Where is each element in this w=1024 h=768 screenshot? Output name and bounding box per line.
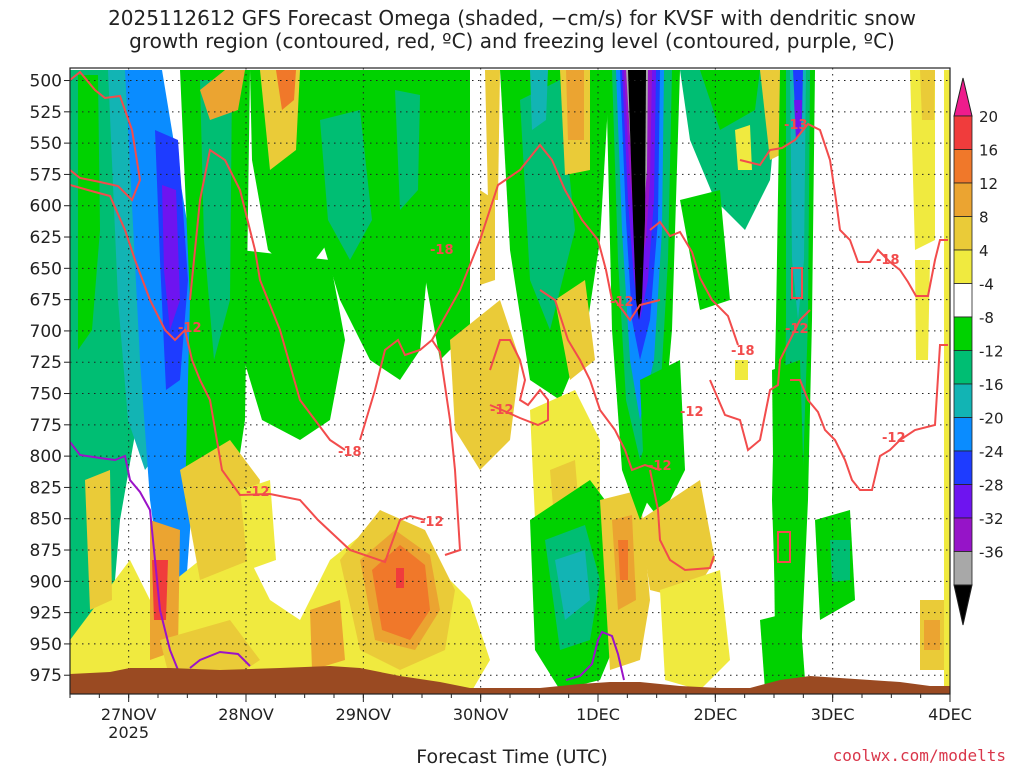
y-tick-label-625: 625 [30, 228, 62, 248]
colorbar-bin [953, 350, 973, 385]
label-m18-c: -18 [731, 344, 755, 359]
credit-link[interactable]: coolwx.com/modelts [832, 746, 1006, 765]
x-tick-label-28NOV: 28NOV [218, 705, 274, 724]
colorbar-bin [953, 417, 973, 452]
y-tick-label-825: 825 [30, 478, 62, 498]
colorbar-label-12: 12 [979, 175, 998, 193]
y-tick-label-650: 650 [30, 259, 62, 279]
colorbar-label--8: -8 [979, 309, 994, 327]
label-m12-c: -12 [420, 515, 444, 530]
x-tick-label-27NOV: 27NOV [101, 705, 157, 724]
colorbar-bin [953, 249, 973, 284]
y-tick-label-925: 925 [30, 604, 62, 624]
label-m18-d: -18 [876, 253, 900, 268]
colorbar-label--20: -20 [979, 410, 1004, 428]
colorbar-label--36: -36 [979, 544, 1004, 562]
y-tick-label-800: 800 [30, 447, 62, 467]
freezing-level-contours [70, 441, 625, 681]
colorbar-bin [953, 216, 973, 251]
y-tick-label-750: 750 [30, 385, 62, 405]
label-m18-a: -18 [338, 445, 362, 460]
colorbar-bin [953, 383, 973, 418]
colorbar-label--28: -28 [979, 477, 1004, 495]
chart-title-line1: 2025112612 GFS Forecast Omega (shaded, −… [108, 6, 916, 30]
colorbar-label-4: 4 [979, 242, 989, 260]
y-tick-label-500: 500 [30, 72, 62, 92]
y-tick-label-975: 975 [30, 666, 62, 686]
y-tick-label-900: 900 [30, 572, 62, 592]
label-m18-b: -18 [430, 243, 454, 258]
colorbar-label--24: -24 [979, 443, 1004, 461]
colorbar-label--12: -12 [979, 343, 1004, 361]
colorbar-upper-arrow [953, 77, 973, 117]
colorbar-label--16: -16 [979, 376, 1004, 394]
label-m13: -13 [784, 118, 808, 133]
dendritic-contours [70, 70, 948, 572]
colorbar-bin [953, 283, 973, 318]
colorbar-bin [953, 484, 973, 519]
y-tick-label-725: 725 [30, 353, 62, 373]
y-axis-pressure: 500 525 550 575 600 625 650 675 700 725 750 775 800 8… [30, 72, 70, 686]
colorbar-bin [953, 551, 973, 586]
y-tick-label-600: 600 [30, 197, 62, 217]
label-m12-i: -12 [882, 431, 906, 446]
terrain-fill [70, 666, 950, 694]
y-tick-label-775: 775 [30, 416, 62, 436]
y-tick-label-575: 575 [30, 165, 62, 185]
label-m12-f: -12 [648, 459, 672, 474]
label-m12-g: -12 [680, 405, 704, 420]
x-axis-time: 27NOV 28NOV 29NOV 30NOV 1DEC 2DEC 3DEC 4DEC 2025 [69, 694, 972, 742]
y-tick-label-850: 850 [30, 510, 62, 530]
x-tick-label-1DEC: 1DEC [576, 705, 620, 724]
colorbar-bin [953, 316, 973, 351]
chart-title-line2: growth region (contoured, red, ºC) and f… [129, 29, 895, 53]
omega-shading [70, 68, 950, 694]
x-tick-label-29NOV: 29NOV [336, 705, 392, 724]
label-m12-d: -12 [490, 403, 514, 418]
label-m12-a: -12 [178, 321, 202, 336]
colorbar-label-8: 8 [979, 209, 989, 227]
y-tick-label-875: 875 [30, 541, 62, 561]
y-tick-label-525: 525 [30, 103, 62, 123]
colorbar-bin [953, 149, 973, 184]
label-m12-e: -12 [610, 295, 634, 310]
x-tick-year: 2025 [108, 723, 149, 742]
x-tick-label-4DEC: 4DEC [928, 705, 972, 724]
x-tick-label-30NOV: 30NOV [453, 705, 509, 724]
colorbar-label--4: -4 [979, 276, 994, 294]
label-m12-h: -12 [785, 322, 809, 337]
colorbar-bin [953, 115, 973, 150]
colorbar-label-16: 16 [979, 142, 998, 160]
contour-labels: -12 -12 -18 -12 -18 -12 -12 -12 -12 -18 … [178, 118, 906, 530]
colorbar-bin [953, 450, 973, 485]
colorbar-label-20: 20 [979, 108, 998, 126]
y-tick-label-675: 675 [30, 291, 62, 311]
y-tick-label-550: 550 [30, 134, 62, 154]
colorbar: 20 16 12 8 4 -4 -8 -12 -16 -20 -24 -28 -32 -36 [953, 77, 1004, 626]
colorbar-bin [953, 182, 973, 217]
colorbar-lower-arrow [953, 584, 973, 626]
x-axis-label: Forecast Time (UTC) [416, 746, 608, 768]
chart-gridlines [70, 68, 950, 694]
x-tick-label-2DEC: 2DEC [693, 705, 737, 724]
colorbar-bin [953, 517, 973, 552]
label-m12-b: -12 [246, 485, 270, 500]
colorbar-label--32: -32 [979, 510, 1004, 528]
x-tick-label-3DEC: 3DEC [811, 705, 855, 724]
y-tick-label-950: 950 [30, 635, 62, 655]
y-tick-label-700: 700 [30, 322, 62, 342]
